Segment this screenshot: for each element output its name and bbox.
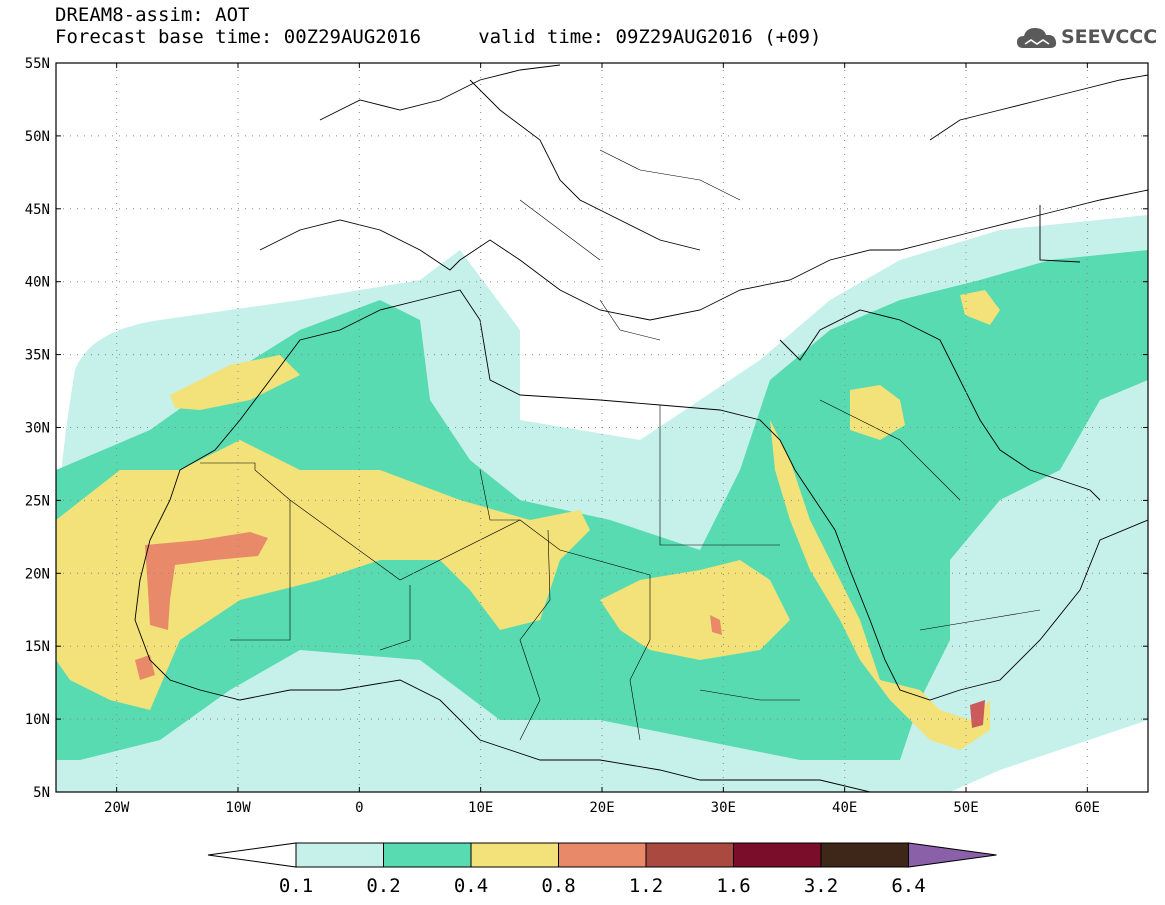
aot-band-0.8-b <box>135 655 155 680</box>
cloud-icon <box>1017 28 1057 48</box>
lat-label: 5N <box>33 785 50 801</box>
colorbar-label: 1.6 <box>716 875 750 897</box>
aot-band-0.8-d <box>970 700 985 728</box>
colorbar <box>207 842 997 868</box>
axis-ticks <box>56 62 1148 793</box>
forecast-times: Forecast base time: 00Z29AUG2016 valid t… <box>55 26 822 48</box>
colorbar-label: 0.8 <box>541 875 575 897</box>
colorbar-swatch <box>295 842 384 868</box>
colorbar-swatch <box>820 842 909 868</box>
colorbar-swatch <box>733 842 822 868</box>
aot-band-0.4-b <box>600 560 790 660</box>
lon-label: 50E <box>953 800 978 816</box>
lat-label: 45N <box>25 202 50 218</box>
longitude-labels: 20W 10W 0 10E 20E 30E 40E 50E 60E <box>104 800 1100 816</box>
aot-band-0.4-c <box>770 420 990 750</box>
colorbar-label: 0.4 <box>454 875 488 897</box>
lat-label: 15N <box>25 639 50 655</box>
colorbar-swatch <box>383 842 472 868</box>
lon-label: 10W <box>225 800 251 816</box>
lon-label: 20W <box>104 800 130 816</box>
colorbar-label: 3.2 <box>804 875 838 897</box>
country-borders <box>200 149 1041 741</box>
aot-band-0.4 <box>56 440 590 710</box>
aot-band-0.4-e <box>850 385 905 440</box>
colorbar-under-arrow <box>207 842 297 868</box>
lat-label: 10N <box>25 712 50 728</box>
lon-label: 40E <box>832 800 857 816</box>
logo-text: SEEVCCC <box>1061 26 1158 48</box>
colorbar-swatch <box>645 842 734 868</box>
aot-band-0.8 <box>145 532 268 630</box>
lat-label: 50N <box>25 129 50 145</box>
colorbar-labels: 0.1 0.2 0.4 0.8 1.2 1.6 3.2 6.4 <box>279 875 926 897</box>
colorbar-label: 0.2 <box>366 875 400 897</box>
colorbar-swatch <box>558 842 647 868</box>
colorbar-label: 0.1 <box>279 875 313 897</box>
lon-label: 20E <box>589 800 614 816</box>
aot-band-0.4-f <box>960 290 1000 325</box>
lat-label: 40N <box>25 275 50 291</box>
colorbar-label: 6.4 <box>891 875 925 897</box>
lon-label: 0 <box>355 800 363 816</box>
lon-label: 30E <box>711 800 736 816</box>
latitude-labels: 55N 50N 45N 40N 35N 30N 25N 20N 15N 10N 5N <box>25 56 50 801</box>
graticule <box>56 63 1148 792</box>
lat-label: 55N <box>25 56 50 72</box>
colorbar-over-arrow <box>908 842 997 868</box>
lat-label: 20N <box>25 566 50 582</box>
aot-band-0.4-d <box>170 355 300 410</box>
seevccc-logo: SEEVCCC <box>1015 22 1158 56</box>
lat-label: 35N <box>25 348 50 364</box>
lon-label: 60E <box>1075 800 1100 816</box>
aot-band-0.8-c <box>710 615 722 635</box>
lat-label: 25N <box>25 493 50 509</box>
lon-label: 10E <box>468 800 493 816</box>
map-title: DREAM8-assim: AOT <box>55 4 250 26</box>
lat-label: 30N <box>25 421 50 437</box>
colorbar-label: 1.2 <box>629 875 663 897</box>
colorbar-swatch <box>470 842 559 868</box>
coastlines <box>134 64 1148 792</box>
